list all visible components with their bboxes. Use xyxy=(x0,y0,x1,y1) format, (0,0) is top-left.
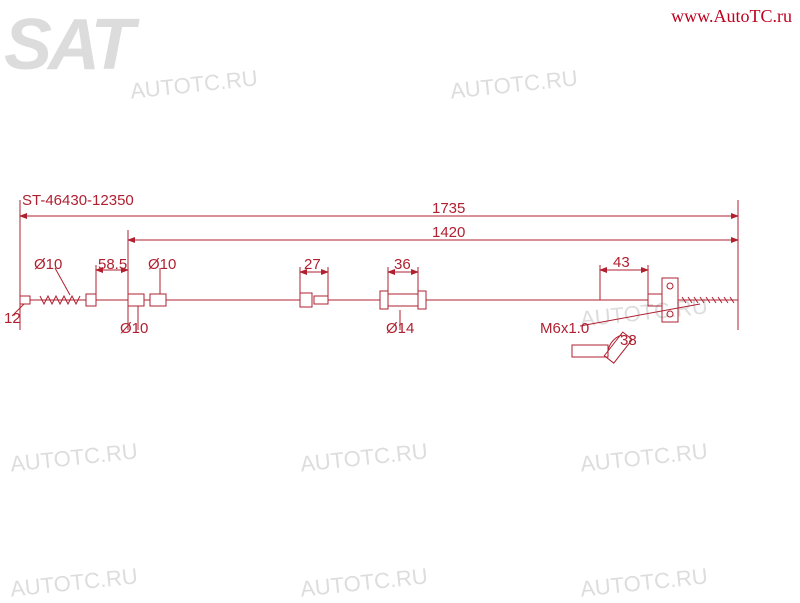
dim-d10-3: Ø10 xyxy=(120,320,148,337)
dim-d10-2: Ø10 xyxy=(148,256,176,273)
dim-36: 36 xyxy=(394,256,411,273)
dim-overall: 1735 xyxy=(432,200,465,217)
dim-38: 38 xyxy=(620,332,637,349)
dim-inner: 1420 xyxy=(432,224,465,241)
dim-27: 27 xyxy=(304,256,321,273)
dim-12: 12 xyxy=(4,310,21,327)
technical-drawing xyxy=(0,0,800,600)
dim-d14: Ø14 xyxy=(386,320,414,337)
dim-d10-1: Ø10 xyxy=(34,256,62,273)
dim-43: 43 xyxy=(613,254,630,271)
dim-m6: M6x1.0 xyxy=(540,320,589,337)
dim-58-5: 58.5 xyxy=(98,256,127,273)
